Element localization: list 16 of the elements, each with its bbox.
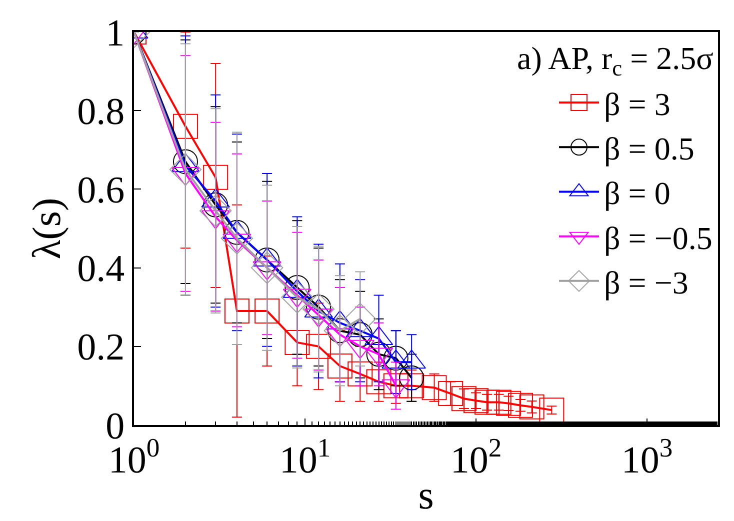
legend-label: β = 0 — [604, 175, 670, 212]
y-tick-label: 0.2 — [77, 326, 125, 369]
x-axis-title: s — [418, 472, 434, 518]
legend-label: β = −3 — [604, 264, 688, 300]
x-tick-label: 10$^{2}$ — [450, 432, 502, 482]
y-tick-label: 0.4 — [77, 248, 125, 290]
x-tick-label: 10$^{3}$ — [621, 432, 673, 482]
y-axis-title: λ(s) — [24, 198, 70, 260]
x-tick-label: 10$^{1}$ — [279, 432, 331, 482]
legend-label: β = 0.5 — [604, 130, 694, 167]
legend-title: a) AP, r$_{c}$ = 2.5σ — [517, 40, 714, 81]
y-tick-label: 0.8 — [77, 90, 125, 133]
y-tick-label: 0.6 — [77, 170, 125, 212]
legend-label: β = −0.5 — [604, 220, 712, 256]
legend-label: β = 3 — [604, 86, 670, 122]
y-tick-label: 1 — [106, 12, 125, 54]
